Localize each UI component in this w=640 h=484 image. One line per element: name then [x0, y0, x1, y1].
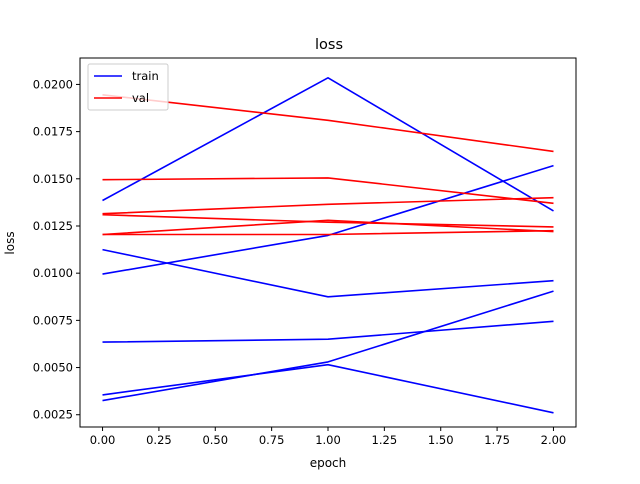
val-series-line	[102, 229, 554, 236]
y-tick-label: 0.0200	[33, 77, 73, 91]
y-tick-label: 0.0050	[33, 361, 73, 375]
val-series-line	[102, 94, 554, 153]
val-series-line	[102, 213, 554, 228]
y-tick-label: 0.0075	[33, 313, 73, 327]
train-series-line	[102, 290, 554, 402]
train-series-line	[102, 77, 554, 212]
train-series-line	[102, 363, 554, 414]
x-tick-label: 1.75	[484, 433, 510, 447]
train-legend-label: train	[132, 69, 159, 83]
series-lines	[102, 77, 554, 414]
train-series-line	[102, 164, 554, 275]
y-axis-label: loss	[3, 231, 17, 254]
axis-ticks: 0.00 0.25 0.50 0.75 1.00 1.25 1.50 1.75 2.00 0.00…	[33, 77, 567, 447]
x-tick-label: 1.00	[315, 433, 341, 447]
train-series-line	[102, 248, 554, 298]
y-tick-label: 0.0100	[33, 266, 73, 280]
x-axis-label: epoch	[310, 456, 347, 470]
val-series-line	[102, 219, 554, 236]
x-tick-label: 0.50	[202, 433, 228, 447]
y-tick-label: 0.0175	[33, 125, 73, 139]
x-tick-label: 2.00	[541, 433, 567, 447]
x-tick-label: 0.00	[90, 433, 116, 447]
y-tick-label: 0.0125	[33, 219, 73, 233]
val-legend-label: val	[132, 91, 149, 105]
legend: train val	[87, 63, 169, 111]
val-series-line	[102, 196, 554, 215]
x-tick-label: 1.25	[372, 433, 398, 447]
train-series-line	[102, 320, 554, 343]
y-tick-label: 0.0025	[33, 408, 73, 422]
y-tick-label: 0.0150	[33, 172, 73, 186]
x-tick-label: 0.25	[146, 433, 172, 447]
x-tick-label: 1.50	[428, 433, 454, 447]
chart-title: loss	[315, 37, 343, 53]
plot-frame	[79, 57, 577, 428]
x-tick-label: 0.75	[259, 433, 285, 447]
val-series-line	[102, 177, 554, 205]
